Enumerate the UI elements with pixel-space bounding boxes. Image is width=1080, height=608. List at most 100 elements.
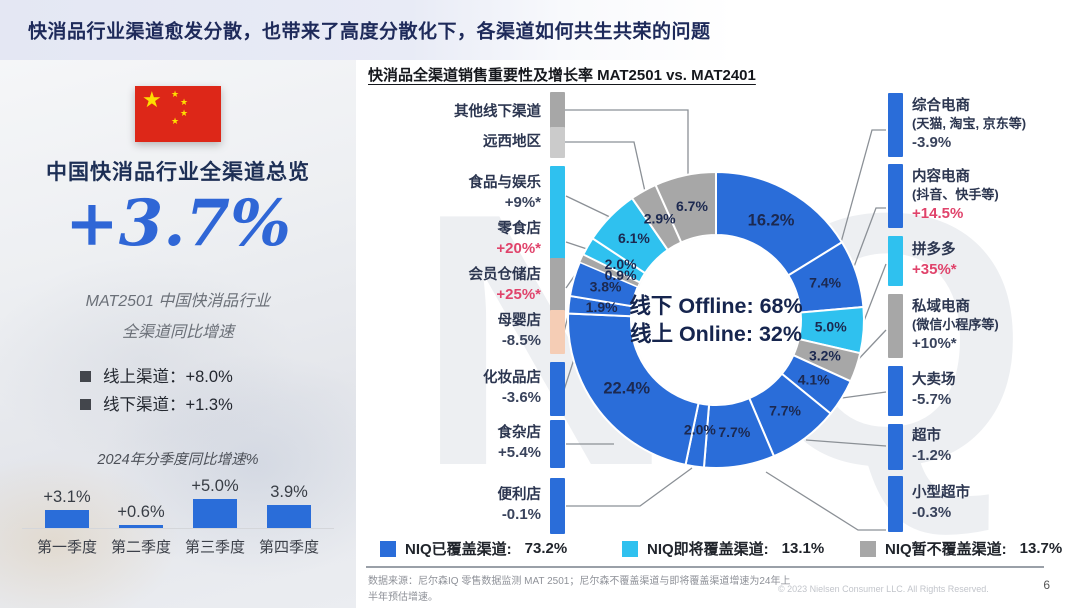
channel-color-block (550, 362, 565, 416)
leader-line (839, 129, 886, 247)
quarterly-bar-chart: +3.1% +0.6% +5.0% 3.9% (30, 460, 326, 528)
quarter-bar-group: +5.0% (178, 477, 252, 528)
channel-growth-value: +9%* (504, 194, 541, 212)
channel-label-text: 大卖场 -5.7% (912, 371, 956, 410)
legend-label: NIQ已覆盖渠道: (405, 541, 512, 558)
channel-name: 零食店 (497, 221, 542, 238)
channel-growth-value: -0.1% (501, 506, 541, 524)
channel-growth-value: +20%* (496, 240, 541, 258)
channel-name: 其他线下渠道 (454, 103, 541, 120)
donut-slice-value: 5.0% (815, 319, 847, 335)
donut-hole (632, 236, 800, 404)
donut-slice (654, 170, 717, 244)
channel-name: 远西地区 (483, 134, 541, 151)
quarter-bar-group: +0.6% (104, 503, 178, 528)
legend-value: 13.1% (781, 540, 825, 557)
quarterly-bar-categories: 第一季度 第二季度 第三季度 第四季度 (30, 536, 326, 557)
channel-name: 便利店 (497, 487, 542, 504)
channel-name: 大卖场 (912, 372, 956, 389)
channel-label-text: 零食店 +20%* (496, 220, 541, 259)
offline-growth-bullet: 线下渠道：+1.3% (80, 391, 233, 419)
channel-growth-value: -5.7% (912, 391, 952, 409)
channel-label-row: 零食店 +20%* (360, 212, 565, 268)
channel-label-text: 小型超市 -0.3% (912, 484, 970, 523)
quarter-bar-group: 3.9% (252, 483, 326, 528)
donut-center-text: 线下 Offline: 68% (629, 293, 802, 318)
page-title: 快消品行业渠道愈发分散，也带来了高度分散化下，各渠道如何共生共荣的问题 (28, 21, 711, 43)
data-source-note: 数据来源：尼尔森IQ 零售数据监测 MAT 2501；尼尔森不覆盖渠道与即将覆盖… (368, 576, 791, 603)
quarter-bar-value: +5.0% (191, 477, 239, 495)
channel-label-text: 拼多多 +35%* (912, 241, 957, 280)
channel-label-row: 私域电商 (微信小程序等) +10%* (888, 294, 1078, 358)
leader-line (841, 391, 887, 399)
channel-color-block (888, 424, 903, 470)
channel-color-block (888, 294, 903, 358)
channel-color-block (550, 166, 565, 222)
channel-name: 综合电商 (912, 98, 970, 114)
donut-slice-value: 7.4% (809, 274, 841, 290)
channel-label-text: 母婴店 -8.5% (498, 312, 542, 351)
donut-center-text: 线上 Online: 32% (630, 321, 802, 346)
channel-name: 私域电商 (912, 299, 970, 315)
quarter-bar (193, 499, 237, 528)
channel-label-row: 超市 -1.2% (888, 424, 1078, 470)
donut-slice-value: 7.7% (769, 403, 801, 419)
leader-line (562, 109, 689, 182)
channel-growth-value: +35%* (912, 261, 957, 279)
channel-label-row: 远西地区 (360, 127, 565, 158)
subtitle-line-2: 全渠道同比增速 (121, 324, 234, 342)
legend-value: 13.7% (1019, 540, 1063, 557)
leader-line (851, 207, 886, 273)
donut-slice-value: 0.9% (605, 267, 637, 283)
legend-label: NIQ暂不覆盖渠道: (885, 541, 1007, 558)
channel-name: 食杂店 (497, 425, 542, 442)
channel-label-row: 便利店 -0.1% (360, 478, 565, 534)
title-bar: 快消品行业渠道愈发分散，也带来了高度分散化下，各渠道如何共生共荣的问题 NIQ (0, 0, 1080, 60)
channel-color-block (550, 310, 565, 354)
donut-slice-value: 16.2% (748, 212, 795, 230)
legend-item: NIQ即将覆盖渠道: 13.1% (622, 538, 824, 559)
channel-color-block (550, 258, 565, 314)
channel-label-text: 内容电商 (抖音、快手等) +14.5% (912, 168, 999, 224)
channel-label-row: 其他线下渠道 (360, 92, 565, 132)
quarter-bar (267, 505, 311, 528)
channel-label-text: 综合电商 (天猫, 淘宝, 京东等) -3.9% (912, 97, 1026, 153)
summary-heading: 中国快消品行业全渠道总览 (46, 161, 310, 184)
flag-star-icon: ★ (142, 87, 162, 112)
channel-label-text: 远西地区 (483, 133, 541, 152)
channel-name: 超市 (912, 428, 941, 445)
channel-label-text: 化妆品店 -3.6% (483, 369, 541, 408)
bar-baseline (22, 528, 334, 529)
channel-growth-value: +14.5% (912, 204, 964, 222)
channel-label-text: 食杂店 +5.4% (498, 424, 542, 463)
quarter-bar (119, 525, 163, 528)
summary-subtitle: MAT2501 中国快消品行业 全渠道同比增速 (0, 286, 356, 348)
channel-label-text: 超市 -1.2% (912, 427, 951, 466)
channel-label-row: 综合电商 (天猫, 淘宝, 京东等) -3.9% (888, 93, 1078, 157)
channel-growth-bullets: 线上渠道：+8.0% 线下渠道：+1.3% (80, 363, 233, 419)
channel-name: 内容电商 (912, 169, 970, 185)
channel-color-block (550, 92, 565, 132)
bullet-value: +1.3% (185, 396, 233, 415)
niq-logo-watermark: NIQ (933, 0, 1046, 58)
channel-growth-value: -3.6% (501, 389, 541, 407)
channel-name: 拼多多 (912, 242, 956, 259)
copyright-text: © 2023 Nielsen Consumer LLC. All Rights … (778, 584, 989, 594)
donut-slice-value: 2.0% (605, 256, 637, 272)
quarter-bar-group: +3.1% (30, 488, 104, 528)
donut-slice-value: 7.7% (718, 424, 750, 440)
legend-label: NIQ即将覆盖渠道: (647, 541, 769, 558)
flag-star-icon: ★ (180, 108, 189, 118)
channel-growth-value: -1.2% (912, 447, 952, 465)
channel-color-block (550, 127, 565, 158)
channel-growth-value: +5.4% (498, 444, 541, 462)
square-bullet-icon (80, 399, 91, 411)
online-growth-bullet: 线上渠道：+8.0% (80, 363, 233, 391)
donut-slice-value: 2.9% (644, 210, 676, 226)
channel-name: 会员仓储店 (468, 267, 542, 284)
channel-sub-label: (抖音、快手等) (912, 186, 999, 202)
donut-slice-value: 3.8% (590, 279, 622, 295)
china-flag-icon: ★ ★ ★ ★ ★ (135, 86, 221, 142)
